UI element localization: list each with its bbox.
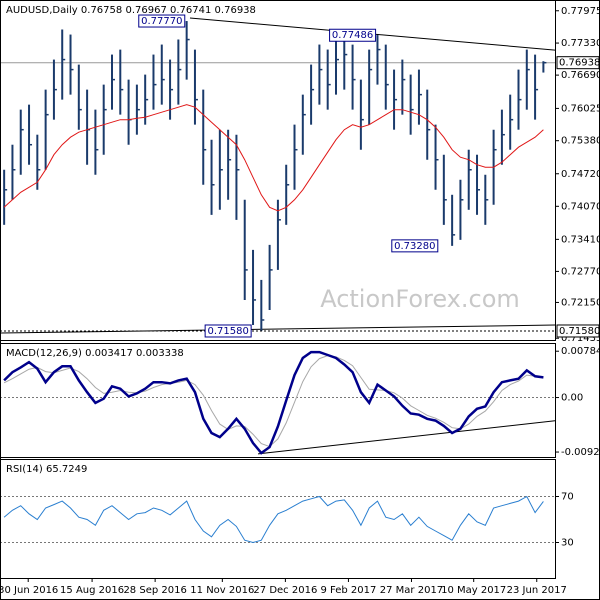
y-tick-label: -0.00923: [561, 447, 600, 458]
y-tick-label: 0.73410: [561, 234, 600, 245]
annotation-box: [138, 14, 186, 28]
quote-open: 0.76758: [81, 5, 122, 16]
axis-price-label: 0.76938: [559, 58, 600, 69]
axis-price-box: [556, 56, 600, 70]
line: [3, 495, 544, 544]
axis-price-label: 0.71580: [559, 326, 600, 337]
trendline: [1, 324, 555, 334]
annotation-box: [204, 324, 252, 338]
x-tick-label: 9 Feb 2017: [320, 585, 376, 596]
annotation-label: 0.73280: [394, 241, 435, 252]
annotation-label: 0.71580: [207, 326, 248, 337]
header-value: 65.7249: [46, 464, 87, 475]
y-tick-label: 0.74070: [561, 201, 600, 212]
y-tick-label: 0.007848: [561, 346, 600, 357]
plot-area: [1, 350, 555, 455]
x-tick-label: 10 May 2017: [441, 585, 506, 596]
y-tick-label: 0.76025: [561, 103, 600, 114]
trendline: [257, 420, 555, 455]
panel-header: MACD(12,26,9) 0.003417 0.003338: [6, 348, 184, 359]
header-value: 0.003417: [85, 348, 133, 359]
x-tick-label: 28 Sep 2016: [123, 585, 186, 596]
annotation-label: 0.77770: [141, 16, 182, 27]
x-tick-label: 27 Dec 2016: [253, 585, 317, 596]
quote-close: 0.76938: [215, 5, 256, 16]
plot-area: [1, 495, 555, 544]
quote-low: 0.76741: [170, 5, 211, 16]
panel-border: [0, 459, 556, 579]
y-tick-label: 0.00: [561, 393, 583, 404]
annotation-label: 0.77486: [332, 30, 373, 41]
quote-high: 0.76967: [125, 5, 166, 16]
x-tick-label: 30 Jun 2016: [0, 585, 58, 596]
line: [3, 355, 544, 448]
y-tick-label: 0.72150: [561, 297, 600, 308]
annotation-box: [329, 28, 377, 42]
title: RSI(14): [6, 464, 43, 475]
y-tick-label: 0.77330: [561, 38, 600, 49]
x-tick-label: 15 Aug 2016: [60, 585, 124, 596]
header-value: 0.003338: [136, 348, 184, 359]
title: AUDUSD,Daily: [6, 5, 78, 16]
panel-border: [0, 343, 556, 458]
plot-area: ActionForex.com 0.77770 0.77486 0.73280 0.71…: [1, 14, 555, 338]
y-tick-label: 0.72770: [561, 266, 600, 277]
title: MACD(12,26,9): [6, 348, 82, 359]
x-tick-label: 27 Mar 2017: [380, 585, 443, 596]
x-tick-label: 23 Jun 2017: [507, 585, 567, 596]
watermark: ActionForex.com: [320, 285, 520, 313]
panel-border: [0, 0, 556, 341]
y-tick-label: 0.71435: [561, 333, 600, 344]
y-tick-label: 0.76690: [561, 70, 600, 81]
y-tick-label: 0.74720: [561, 169, 600, 180]
x-tick-label: 11 Nov 2016: [190, 585, 254, 596]
line: [3, 104, 544, 212]
y-tick-label: 30: [561, 538, 574, 549]
panel-header: AUDUSD,Daily 0.76758 0.76967 0.76741 0.7…: [6, 5, 256, 16]
annotation-box: [391, 239, 439, 253]
axis-price-box: [556, 324, 600, 338]
y-tick-label: 0.75380: [561, 136, 600, 147]
y-tick-label: 70: [561, 492, 574, 503]
y-tick-label: 0.77975: [561, 6, 600, 17]
line: [3, 350, 544, 455]
panel-header: RSI(14) 65.7249: [6, 464, 87, 475]
